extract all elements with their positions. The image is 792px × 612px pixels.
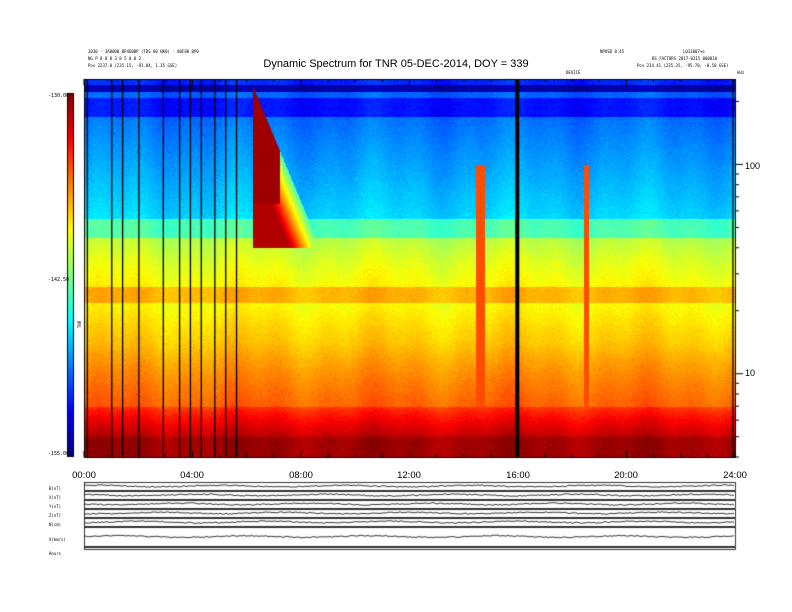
panel-label-n: N(cm) [49, 522, 62, 527]
panel-label-b: B(nT) [49, 486, 62, 491]
header-info-right-2: BS_FACTORS 2017-0215 000010 [652, 56, 718, 61]
header-info-left-1: 1030 - 3A80D0 BP4D0BP (TDS 80 BK0) - 80F… [88, 49, 199, 54]
x-tick-label-0400: 04:00 [180, 470, 204, 481]
colorbar-tick-mid: -142.50 [48, 277, 70, 283]
chart-title: Dynamic Spectrum for TNR 05-DEC-2014, DO… [263, 58, 529, 70]
colorbar-label: TNR [77, 320, 83, 329]
panel-label-y: Y(nT) [49, 504, 62, 509]
panel-label-x: X(nT) [49, 495, 62, 500]
header-info-right-1b: L031007+e [683, 49, 705, 54]
header-info-left-3: Pos 2237.0 (235.15, -91.84, 1.15 GSE) [88, 63, 178, 68]
y-tick-label-10: 10 [745, 368, 756, 378]
header-info-right-1: NPOSD 0.45 [600, 49, 625, 54]
colorbar-tick-bottom: -155.00 [48, 451, 70, 457]
device-label: DEVICE [566, 70, 581, 75]
x-tick-label-1200: 12:00 [397, 470, 421, 481]
x-tick-label-2400: 24:00 [723, 470, 747, 481]
units-corner-label: kHz [737, 70, 745, 75]
x-tick-label-1600: 16:00 [506, 470, 530, 481]
header-info-right-3: Pos 234.41 (235.35, -95.70, -0.50 GSE) [637, 63, 729, 68]
x-tick-label-0000: 00:00 [72, 470, 96, 481]
hours-label: Hours [49, 551, 62, 556]
x-tick-label-0800: 08:00 [289, 470, 313, 481]
panel-label-z: Z(nT) [49, 513, 62, 518]
panel-label-v: V(km/s) [49, 537, 66, 542]
colorbar-tick-top: -130.00 [48, 93, 70, 99]
x-tick-label-2000: 20:00 [614, 470, 638, 481]
header-info-left-2: NG P 8 8 0 3 8 5 0 0 2 [88, 56, 141, 61]
y-tick-label-100: 100 [745, 161, 761, 171]
